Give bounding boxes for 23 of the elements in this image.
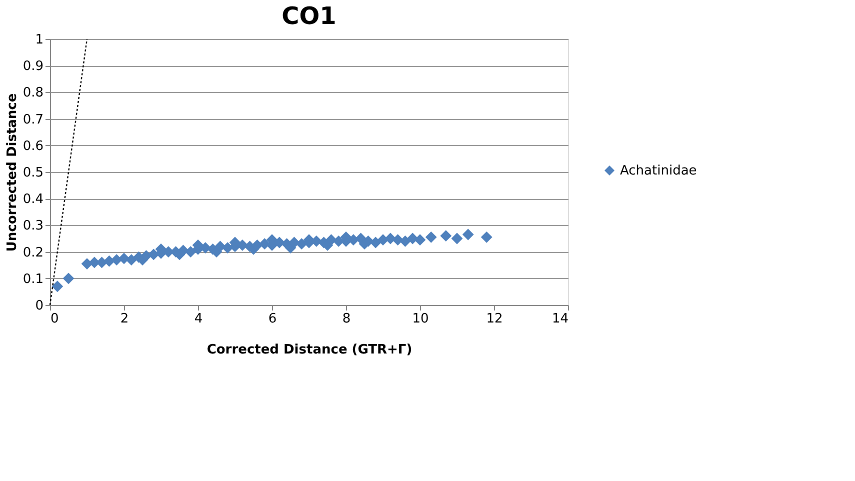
x-tick-label: 8 <box>342 312 351 326</box>
chart-title: CO1 <box>282 2 336 30</box>
y-tick-label: 0.2 <box>22 245 44 260</box>
y-tick-label: 0.6 <box>22 138 44 154</box>
y-tick-label: 0.8 <box>22 86 44 101</box>
x-tick-label: 6 <box>268 312 277 326</box>
x-tick-label: 0 <box>50 312 59 326</box>
y-tick-label: 0.1 <box>22 272 44 287</box>
y-tick-label: 0.4 <box>22 192 44 208</box>
y-tick-label: 0 <box>35 298 44 314</box>
y-tick-label: 1 <box>35 32 44 48</box>
x-tick-label: 4 <box>194 312 203 326</box>
x-tick-label: 2 <box>120 312 129 326</box>
x-tick-label: 10 <box>412 312 429 326</box>
y-axis-title: Uncorrected Distance <box>4 93 20 252</box>
y-tick-label: 0.5 <box>22 166 44 180</box>
x-tick-label: 12 <box>486 312 503 326</box>
y-tick-label: 0.9 <box>22 59 44 74</box>
x-tick-label: 14 <box>552 312 568 326</box>
x-axis-title: Corrected Distance (GTR+Γ) <box>206 342 412 358</box>
y-tick-label: 0.3 <box>22 218 44 234</box>
y-tick-label: 0.7 <box>22 112 44 128</box>
legend-label: Achatinidae <box>620 164 697 178</box>
